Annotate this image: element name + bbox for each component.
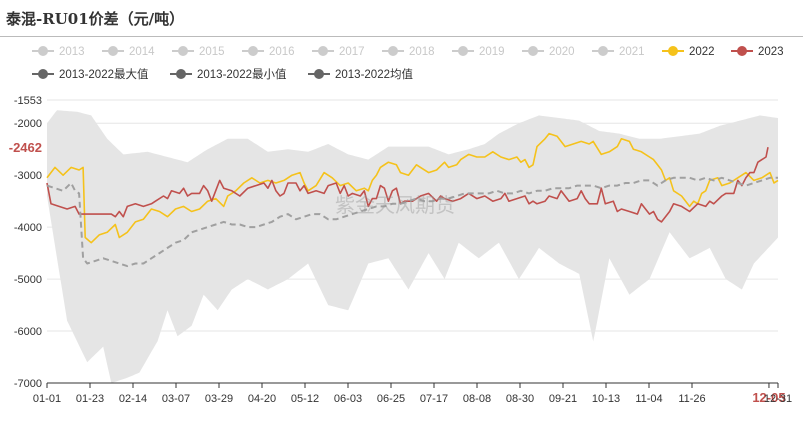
series-line-2023 xyxy=(46,147,769,223)
legend-dot xyxy=(598,46,608,56)
title-divider xyxy=(0,36,803,37)
legend-item-2020[interactable]: 2020 xyxy=(522,46,575,58)
series-line-2013-2022均值 xyxy=(46,176,778,268)
y-tick-label: -2000 xyxy=(14,118,42,130)
y-tick-label: -6000 xyxy=(14,326,42,338)
legend-label: 2020 xyxy=(549,46,575,58)
legend-dot xyxy=(108,46,118,56)
legend-item-2022[interactable]: 2022 xyxy=(662,46,715,58)
legend-item-2018[interactable]: 2018 xyxy=(382,46,435,58)
range-band-area xyxy=(47,110,778,383)
legend-dot xyxy=(668,46,678,56)
x-tick-label: 06-03 xyxy=(334,393,362,405)
legend-item-2013[interactable]: 2013 xyxy=(32,46,85,58)
legend-item-2023[interactable]: 2023 xyxy=(731,46,784,58)
axes: -1553 -2000 -3000 -4000 -5000 -6000 -7000 01-01… xyxy=(14,95,792,405)
legend[interactable]: 2013 2014 2015 2016 2017 2018 2019 2020 2021 2022… xyxy=(32,46,784,81)
x-tick-label: 08-30 xyxy=(506,393,534,405)
series-line-2022 xyxy=(46,132,779,244)
y-tick-label: -1553 xyxy=(14,95,42,107)
legend-item-2014[interactable]: 2014 xyxy=(102,46,155,58)
series-lines xyxy=(46,132,779,268)
last-value-label: -2462 xyxy=(9,140,42,155)
y-tick-label: -5000 xyxy=(14,274,42,286)
legend-label: 2014 xyxy=(129,46,155,58)
legend-label: 2022 xyxy=(689,46,715,58)
legend-dot xyxy=(38,69,48,79)
x-tick-label: 01-01 xyxy=(33,393,61,405)
legend-dot xyxy=(248,46,258,56)
x-tick-label: 12-31 xyxy=(764,393,792,405)
legend-dot xyxy=(176,69,186,79)
legend-item-2013-2022最小值[interactable]: 2013-2022最小值 xyxy=(170,68,287,81)
legend-item-2019[interactable]: 2019 xyxy=(452,46,505,58)
x-tick-label: 11-26 xyxy=(678,393,705,405)
last-value-marker: -2462 xyxy=(9,140,42,155)
x-tick-label: 07-17 xyxy=(420,393,448,405)
legend-dot xyxy=(314,69,324,79)
chart-title: 泰混-RU01价差（元/吨） xyxy=(6,10,185,28)
x-tick-label-current: 12-05 xyxy=(752,390,785,405)
legend-item-2015[interactable]: 2015 xyxy=(172,46,225,58)
x-tick-label: 01-23 xyxy=(76,393,104,405)
legend-dot xyxy=(737,46,747,56)
legend-label: 2013 xyxy=(59,46,85,58)
legend-item-2016[interactable]: 2016 xyxy=(242,46,295,58)
x-tick-label: 06-25 xyxy=(377,393,405,405)
x-tick-label: 08-08 xyxy=(463,393,491,405)
legend-label: 2013-2022均值 xyxy=(335,68,413,81)
legend-item-2013-2022最大值[interactable]: 2013-2022最大值 xyxy=(32,67,149,81)
legend-dot xyxy=(38,46,48,56)
legend-label: 2016 xyxy=(269,46,295,58)
legend-label: 2023 xyxy=(758,46,784,58)
legend-label: 2015 xyxy=(199,46,225,58)
watermark: 紫金天风期货 xyxy=(335,193,455,217)
legend-item-2013-2022均值[interactable]: 2013-2022均值 xyxy=(308,68,413,81)
x-tick-label: 04-20 xyxy=(248,393,276,405)
range-band xyxy=(47,110,778,383)
legend-label: 2019 xyxy=(479,46,505,58)
x-tick-label: 10-13 xyxy=(592,393,620,405)
legend-label: 2021 xyxy=(619,46,645,58)
legend-label: 2013-2022最小值 xyxy=(197,68,287,81)
legend-item-2021[interactable]: 2021 xyxy=(592,46,645,58)
legend-label: 2018 xyxy=(409,46,435,58)
y-tick-label: -4000 xyxy=(14,222,42,234)
legend-dot xyxy=(318,46,328,56)
x-tick-label: 05-12 xyxy=(291,393,319,405)
legend-label: 2017 xyxy=(339,46,365,58)
x-tick-label: 09-21 xyxy=(549,393,577,405)
legend-dot xyxy=(528,46,538,56)
legend-item-2017[interactable]: 2017 xyxy=(312,46,365,58)
y-tick-label: -3000 xyxy=(14,170,42,182)
y-tick-label: -7000 xyxy=(14,378,42,390)
x-tick-label: 03-07 xyxy=(162,393,190,405)
x-tick-label: 11-04 xyxy=(635,393,662,405)
x-tick-label: 02-14 xyxy=(119,393,147,405)
legend-dot xyxy=(458,46,468,56)
x-tick-label: 03-29 xyxy=(205,393,233,405)
legend-label: 2013-2022最大值 xyxy=(59,67,149,81)
legend-dot xyxy=(388,46,398,56)
legend-dot xyxy=(178,46,188,56)
